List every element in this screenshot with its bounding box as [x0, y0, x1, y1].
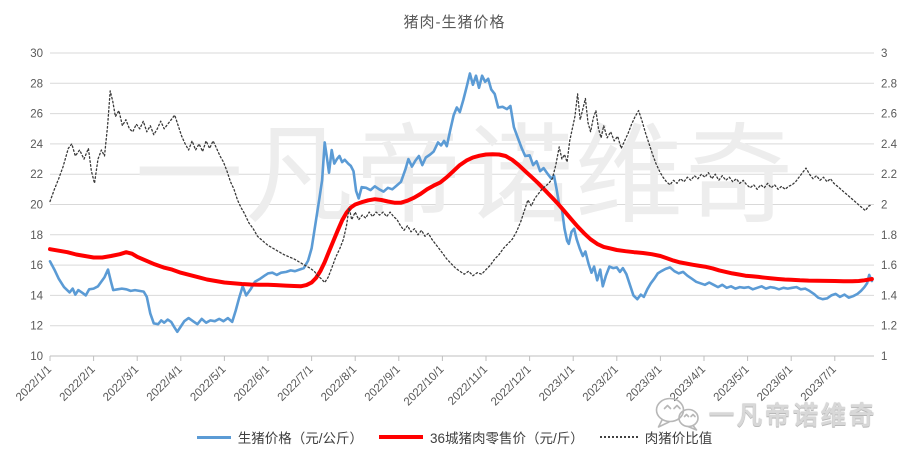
y-axis-right-label: 1.4 — [881, 290, 898, 302]
y-axis-left-label: 18 — [30, 230, 43, 242]
x-axis-label: 2023/2/1 — [581, 364, 621, 404]
y-axis-right-label: 2.6 — [881, 109, 897, 121]
corner-watermark-text: 一凡帝诺维奇 — [708, 402, 877, 430]
legend-label-1: 36城猪肉零售价（元/斤） — [429, 431, 584, 446]
x-axis-label: 2022/11/1 — [446, 364, 490, 408]
chart-title: 猪肉-生猪价格 — [403, 14, 506, 31]
corner-watermark: 一凡帝诺维奇 — [653, 395, 877, 433]
legend-label-0: 生猪价格（元/公斤） — [237, 431, 363, 446]
y-axis-left-label: 16 — [30, 260, 43, 272]
x-axis-label: 2022/6/1 — [232, 364, 272, 404]
legend-swatch-0 — [196, 435, 231, 439]
y-axis-left-label: 28 — [30, 78, 43, 90]
series-line-1 — [48, 152, 874, 289]
y-axis-right-label: 3 — [881, 48, 887, 60]
y-axis-right-label: 2.2 — [881, 169, 897, 181]
y-axis-right-label: 2.4 — [881, 139, 898, 151]
y-axis-right-label: 1.8 — [881, 230, 897, 242]
x-axis-label: 2022/5/1 — [188, 364, 228, 404]
y-axis-left-label: 10 — [30, 351, 43, 363]
x-axis-label: 2022/1/1 — [14, 364, 54, 404]
x-axis-label: 2022/2/1 — [58, 364, 98, 404]
chart-legend: 生猪价格（元/公斤） 36城猪肉零售价（元/斤） 肉猪价比值 — [0, 426, 909, 448]
x-axis-label: 2023/1/1 — [537, 364, 577, 404]
x-axis-label: 2022/12/1 — [489, 364, 534, 409]
x-axis-label: 2022/7/1 — [276, 364, 316, 404]
series-line-2 — [49, 90, 873, 284]
x-axis-label: 2022/10/1 — [402, 364, 447, 409]
x-axis-label: 2022/3/1 — [101, 364, 141, 404]
x-axis-label: 2022/8/1 — [319, 364, 359, 404]
y-axis-right-label: 1.2 — [881, 321, 897, 333]
x-axis-label: 2022/4/1 — [145, 364, 185, 404]
center-watermark-text: 一凡帝诺维奇 — [135, 115, 795, 236]
y-axis-left-label: 24 — [30, 139, 43, 151]
legend-swatch-1 — [378, 434, 423, 440]
legend-item-1: 36城猪肉零售价（元/斤） — [378, 427, 584, 447]
x-axis-label: 2022/9/1 — [363, 364, 403, 404]
y-axis-left-label: 30 — [30, 48, 43, 60]
y-axis-right-label: 2.8 — [881, 78, 897, 90]
legend-item-2: 肉猪价比值 — [599, 427, 713, 447]
y-axis-left-label: 22 — [30, 169, 43, 181]
legend-label-2: 肉猪价比值 — [644, 431, 713, 446]
y-axis-left-label: 26 — [30, 109, 43, 121]
series-line-0 — [48, 72, 874, 334]
y-axis-left-label: 14 — [30, 290, 43, 302]
legend-item-0: 生猪价格（元/公斤） — [196, 427, 363, 447]
y-axis-left-label: 20 — [30, 200, 43, 212]
chat-bubbles-icon — [655, 397, 699, 431]
legend-swatch-2 — [599, 436, 638, 438]
y-axis-right-label: 1 — [881, 351, 887, 363]
y-axis-right-label: 2 — [881, 200, 887, 212]
y-axis-right-label: 1.6 — [881, 260, 897, 272]
y-axis-left-label: 12 — [30, 321, 43, 333]
